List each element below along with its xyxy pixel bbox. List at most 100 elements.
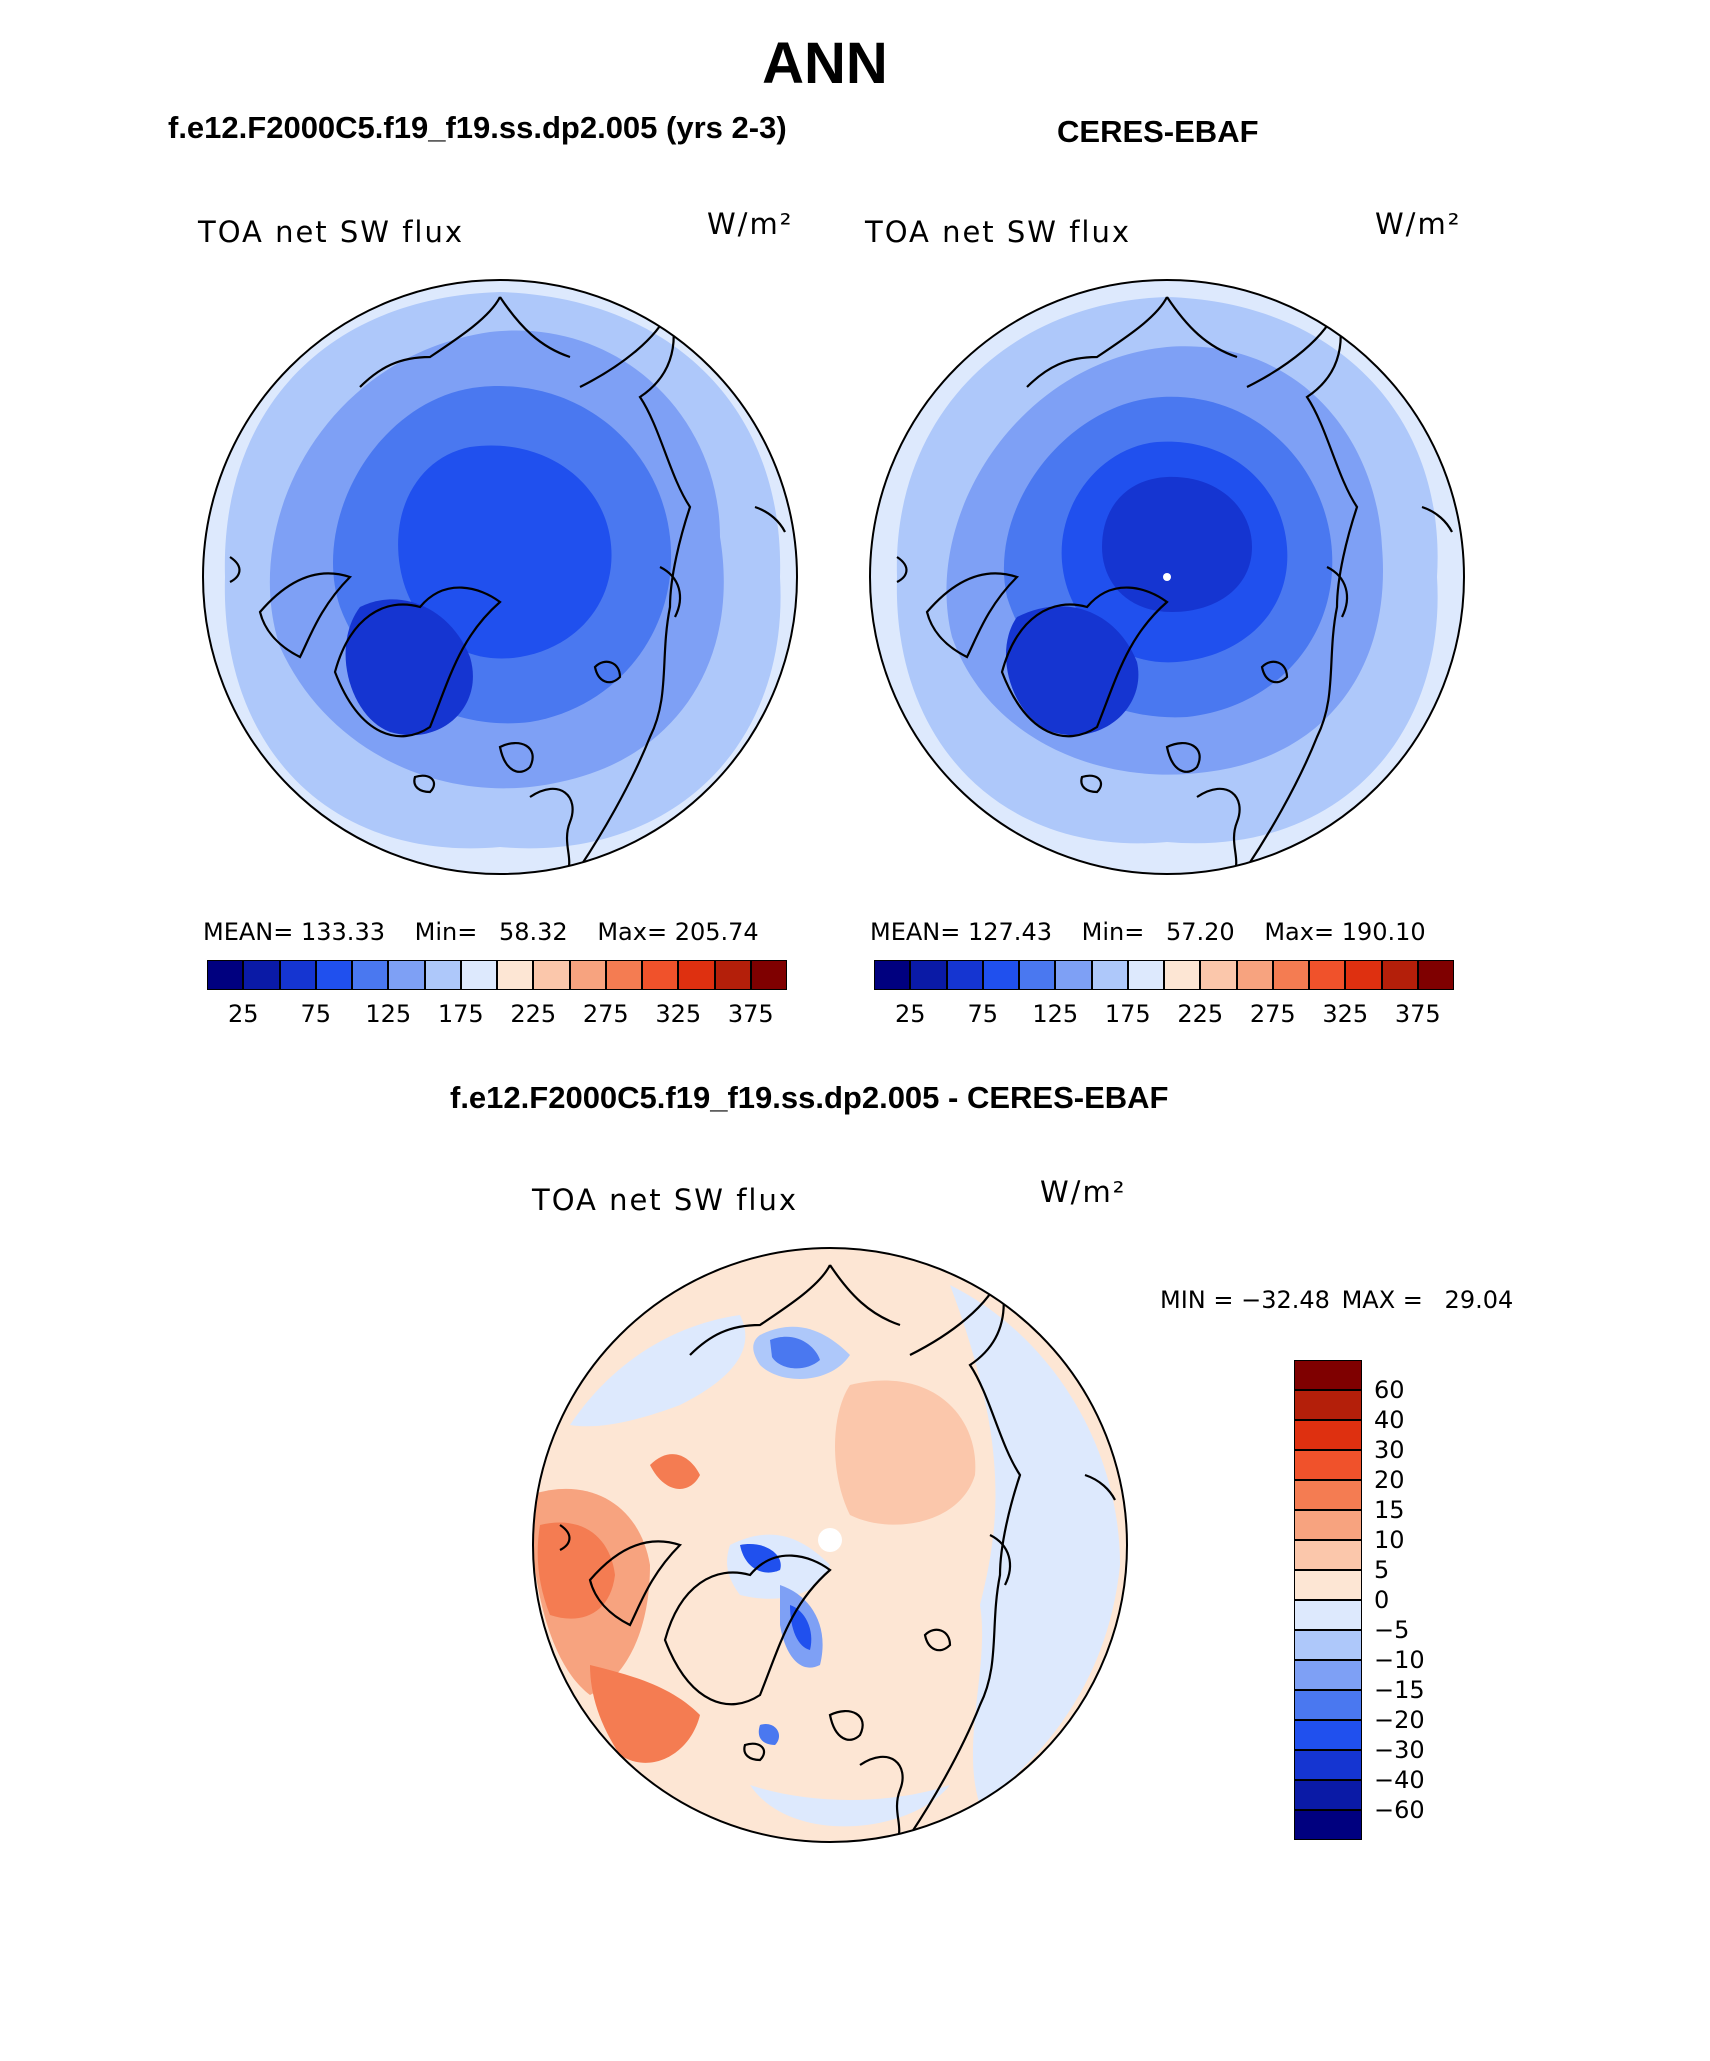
colorbar-tick-label: 375 (727, 1000, 774, 1028)
colorbar-swatch (315, 960, 352, 990)
panel2-colorbar-ticks: 25 75 125 175 225 275 325 375 (874, 1000, 1454, 1030)
colorbar-tick-label: 275 (582, 1000, 629, 1028)
colorbar-swatch (750, 960, 787, 990)
colorbar-swatch (279, 960, 316, 990)
colorbar-swatch (1200, 960, 1237, 990)
colorbar-tick-label: 15 (1374, 1496, 1405, 1524)
colorbar-tick-label: −60 (1374, 1796, 1425, 1824)
panel1-colorbar-ticks: 25 75 125 175 225 275 325 375 (207, 1000, 787, 1030)
panel2-polar-map (869, 279, 1465, 875)
panel1-field (203, 280, 797, 874)
colorbar-tick-label: 325 (1322, 1000, 1369, 1028)
panel3-map-border (532, 1247, 1128, 1843)
colorbar-tick-label: 125 (1032, 1000, 1079, 1028)
panel2-map-border (869, 279, 1465, 875)
colorbar-tick-label: 375 (1394, 1000, 1441, 1028)
colorbar-swatch (1417, 960, 1454, 990)
panel3-colorbar-ticks: 60 40 30 20 15 10 5 0 −5 −10 −15 −20 −30 −40 −60 (1374, 1360, 1464, 1840)
colorbar-tick-label: −20 (1374, 1706, 1425, 1734)
colorbar-swatch (207, 960, 244, 990)
colorbar-swatch (1381, 960, 1418, 990)
colorbar-swatch (243, 960, 280, 990)
colorbar-tick-label: −30 (1374, 1736, 1425, 1764)
panel1-units-label: W/m² (707, 207, 794, 241)
panel1-variable-label: TOA net SW flux (198, 215, 465, 249)
colorbar-swatch (714, 960, 751, 990)
colorbar-tick-label: −5 (1374, 1616, 1410, 1644)
colorbar-swatch (605, 960, 642, 990)
colorbar-swatch (1294, 1420, 1362, 1450)
panel3-colorbar (1294, 1360, 1362, 1840)
colorbar-swatch (1019, 960, 1056, 990)
colorbar-swatch (1164, 960, 1201, 990)
colorbar-swatch (533, 960, 570, 990)
colorbar-swatch (424, 960, 461, 990)
panel2-max-value: 190.10 (1341, 918, 1426, 946)
panel2-colorbar (874, 960, 1454, 990)
colorbar-swatch (460, 960, 497, 990)
colorbar-tick-label: 40 (1374, 1406, 1405, 1434)
colorbar-swatch (497, 960, 534, 990)
panel1-mean-label: MEAN= (203, 918, 294, 946)
left-header: f.e12.F2000C5.f19_f19.ss.dp2.005 (yrs 2-… (168, 110, 787, 145)
colorbar-tick-label: 175 (437, 1000, 484, 1028)
colorbar-tick-label: −10 (1374, 1646, 1425, 1674)
colorbar-swatch (1294, 1780, 1362, 1810)
panel2-min-value: 57.20 (1165, 918, 1235, 946)
panel2-mean-value: 127.43 (968, 918, 1052, 946)
colorbar-swatch (352, 960, 389, 990)
right-header: CERES-EBAF (1057, 114, 1259, 149)
panel3-coastlines (559, 1264, 1116, 1842)
panel3-field (533, 1248, 1127, 1842)
colorbar-swatch (982, 960, 1019, 990)
colorbar-tick-label: 25 (227, 1000, 259, 1028)
colorbar-tick-label: 75 (300, 1000, 332, 1028)
colorbar-tick-label: 175 (1104, 1000, 1151, 1028)
panel3-stats: MIN = −32.48 MAX = 29.04 (1160, 1286, 1513, 1314)
colorbar-swatch (1294, 1570, 1362, 1600)
panel1-stats: MEAN= 133.33 Min= 58.32 Max= 205.74 (203, 918, 759, 946)
colorbar-tick-label: 5 (1374, 1556, 1390, 1584)
panel1-mean-value: 133.33 (301, 918, 385, 946)
colorbar-tick-label: 225 (1177, 1000, 1224, 1028)
colorbar-swatch (569, 960, 606, 990)
colorbar-tick-label: 25 (894, 1000, 926, 1028)
colorbar-swatch (874, 960, 911, 990)
colorbar-swatch (1294, 1510, 1362, 1540)
panel1-colorbar (207, 960, 787, 990)
panel2-stats: MEAN= 127.43 Min= 57.20 Max= 190.10 (870, 918, 1426, 946)
colorbar-tick-label: 10 (1374, 1526, 1405, 1554)
colorbar-swatch (678, 960, 715, 990)
panel3-max-value: 29.04 (1444, 1286, 1514, 1314)
panel1-min-value: 58.32 (498, 918, 568, 946)
colorbar-swatch (946, 960, 983, 990)
colorbar-swatch (1294, 1750, 1362, 1780)
panel3-min-label: MIN = (1160, 1286, 1234, 1314)
colorbar-swatch (1294, 1810, 1362, 1840)
colorbar-swatch (1294, 1630, 1362, 1660)
colorbar-tick-label: 275 (1249, 1000, 1296, 1028)
panel1-map-border (202, 279, 798, 875)
colorbar-swatch (1272, 960, 1309, 990)
colorbar-swatch (1055, 960, 1092, 990)
panel1-min-label: Min= (414, 918, 478, 946)
colorbar-swatch (642, 960, 679, 990)
colorbar-tick-label: 30 (1374, 1436, 1405, 1464)
panel3-max-label: MAX = (1341, 1286, 1423, 1314)
diff-header: f.e12.F2000C5.f19_f19.ss.dp2.005 - CERES… (450, 1080, 1169, 1115)
colorbar-tick-label: 225 (510, 1000, 557, 1028)
colorbar-tick-label: 60 (1374, 1376, 1405, 1404)
panel1-max-label: Max= (597, 918, 668, 946)
panel1-max-value: 205.74 (674, 918, 759, 946)
colorbar-tick-label: −40 (1374, 1766, 1425, 1794)
colorbar-swatch (388, 960, 425, 990)
panel2-mean-label: MEAN= (870, 918, 961, 946)
figure-title: ANN (762, 31, 888, 96)
colorbar-tick-label: 125 (365, 1000, 412, 1028)
colorbar-swatch (1294, 1600, 1362, 1630)
colorbar-swatch (1294, 1540, 1362, 1570)
colorbar-swatch (1127, 960, 1164, 990)
colorbar-swatch (1294, 1360, 1362, 1390)
colorbar-tick-label: 0 (1374, 1586, 1390, 1614)
panel3-polar-map (532, 1247, 1128, 1843)
